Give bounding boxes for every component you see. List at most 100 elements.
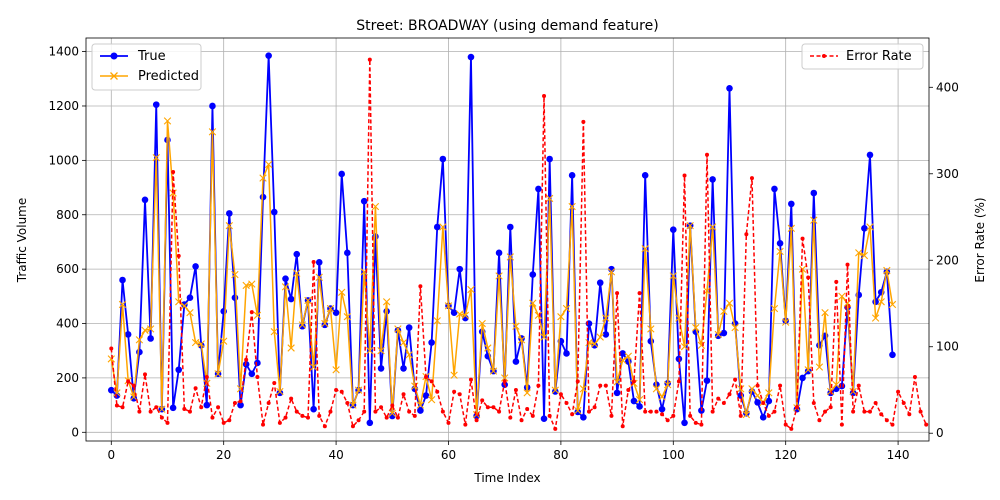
point-true-98 (658, 405, 666, 413)
point-error-rate-99 (665, 418, 670, 423)
point-predicted-28 (264, 160, 273, 169)
point-error-rate-41 (339, 389, 344, 394)
point-true-18 (209, 102, 216, 110)
point-true-83 (574, 408, 582, 416)
point-predicted-23 (236, 385, 245, 393)
point-error-rate-133 (856, 383, 861, 388)
point-true-42 (344, 249, 351, 257)
point-true-40 (332, 309, 340, 316)
y-tick-label-0: 0 (71, 425, 79, 439)
legend-predicted-marker (110, 72, 118, 80)
point-error-rate-116 (761, 400, 766, 405)
point-error-rate-85 (586, 409, 591, 414)
point-predicted-129 (832, 381, 840, 389)
point-error-rate-128 (828, 405, 833, 410)
point-predicted-57 (427, 395, 436, 404)
point-predicted-96 (647, 325, 655, 333)
point-error-rate-6 (143, 372, 148, 377)
point-predicted-48 (377, 347, 385, 355)
point-predicted-134 (860, 251, 869, 260)
point-predicted-83 (574, 406, 582, 415)
point-true-88 (602, 331, 610, 338)
y-tick-label-6: 1200 (48, 99, 79, 113)
series-group (107, 52, 929, 431)
point-error-rate-14 (187, 409, 192, 414)
point-predicted-90 (613, 378, 621, 386)
point-true-31 (282, 275, 289, 282)
plot-area (86, 38, 929, 441)
x-tick-label-6: 120 (774, 448, 797, 462)
point-error-rate-12 (176, 253, 181, 258)
point-error-rate-104 (693, 420, 698, 425)
point-error-rate-21 (227, 418, 232, 423)
point-true-58 (433, 223, 441, 231)
point-error-rate-141 (901, 400, 906, 405)
point-predicted-110 (725, 299, 734, 307)
point-predicted-20 (220, 337, 228, 345)
legend-true-marker (110, 52, 118, 60)
point-true-61 (450, 309, 458, 316)
point-predicted-87 (596, 333, 604, 341)
point-predicted-24 (242, 281, 250, 290)
point-error-rate-57 (429, 379, 434, 384)
point-predicted-79 (551, 386, 559, 394)
point-predicted-99 (663, 381, 672, 389)
point-error-rate-46 (367, 57, 372, 62)
point-true-34 (299, 322, 306, 330)
point-error-rate-88 (603, 383, 608, 388)
point-predicted-109 (720, 307, 728, 315)
point-true-48 (377, 365, 385, 372)
point-error-rate-84 (581, 119, 586, 124)
point-true-79 (551, 388, 559, 395)
chart-title: Street: BROADWAY (using demand feature) (356, 18, 658, 34)
point-error-rate-32 (289, 396, 294, 401)
point-error-rate-9 (159, 415, 164, 420)
point-true-15 (192, 263, 199, 270)
point-error-rate-100 (671, 413, 676, 418)
point-predicted-44 (354, 386, 363, 394)
point-error-rate-31 (283, 415, 288, 420)
point-predicted-139 (888, 300, 897, 309)
point-error-rate-113 (744, 232, 749, 237)
y2-tick-label-0: 0 (936, 426, 944, 440)
point-predicted-84 (579, 385, 588, 393)
point-error-rate-10 (165, 420, 170, 425)
legend-error-label: Error Rate (846, 49, 912, 64)
point-error-rate-107 (710, 409, 715, 414)
point-predicted-121 (787, 224, 795, 233)
point-true-28 (265, 52, 272, 59)
point-predicted-123 (798, 265, 807, 273)
point-true-59 (439, 155, 447, 163)
point-true-109 (720, 329, 728, 337)
point-error-rate-119 (778, 383, 783, 388)
point-predicted-42 (343, 313, 352, 321)
point-predicted-108 (714, 330, 722, 339)
point-true-69 (495, 249, 503, 257)
point-predicted-88 (602, 314, 610, 322)
point-error-rate-42 (345, 400, 350, 405)
point-error-rate-105 (699, 422, 704, 427)
point-true-76 (535, 185, 542, 193)
point-error-rate-48 (379, 405, 384, 410)
legend-error-marker (822, 54, 826, 58)
point-true-55 (417, 407, 424, 414)
point-true-5 (136, 348, 143, 356)
point-predicted-130 (838, 292, 846, 301)
point-true-57 (428, 339, 435, 346)
point-error-rate-62 (457, 392, 462, 397)
point-true-84 (580, 414, 587, 421)
point-error-rate-55 (418, 284, 423, 289)
point-true-100 (669, 226, 677, 234)
x-tick-label-5: 100 (662, 448, 685, 462)
point-error-rate-74 (525, 407, 530, 412)
point-predicted-73 (517, 336, 526, 344)
point-true-17 (203, 401, 211, 409)
point-true-71 (507, 223, 514, 231)
point-error-rate-0 (109, 346, 114, 351)
point-predicted-21 (225, 221, 233, 230)
point-error-rate-129 (834, 279, 839, 284)
point-predicted-43 (349, 401, 357, 409)
point-predicted-80 (557, 313, 565, 321)
y2-tick-label-4: 400 (936, 80, 959, 94)
point-error-rate-1 (114, 403, 119, 408)
